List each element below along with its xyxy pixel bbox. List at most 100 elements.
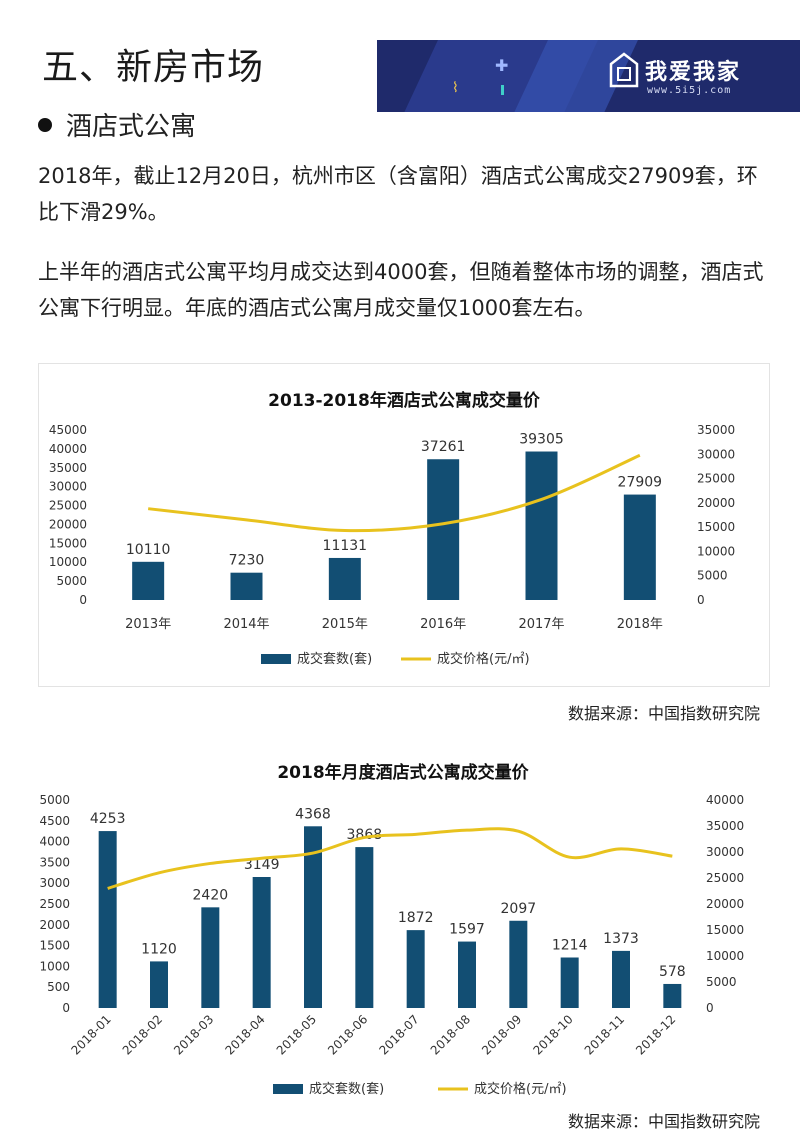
brand-name: 我爱我家 [645,60,742,85]
y-left-tick-label: 1500 [39,939,70,953]
legend-swatch [273,1084,303,1094]
bar [230,572,263,600]
x-tick-label: 2015年 [322,617,368,632]
legend-swatch [261,654,291,664]
y-left-tick-label: 4000 [39,835,70,849]
y-left-tick-label: 35000 [49,461,87,475]
data-label: 37261 [421,439,466,455]
x-tick-label: 2018-12 [633,1012,678,1057]
data-label: 4368 [295,806,331,822]
bar [98,831,117,1008]
data-label: 7230 [229,553,265,569]
data-label: 1214 [552,937,588,953]
bar [427,459,460,600]
y-left-tick-label: 2500 [39,897,70,911]
section-bullet: 酒店式公寓 [38,106,196,143]
x-tick-label: 2018-03 [171,1012,216,1057]
squiggle-decoration-icon: ⌇ [452,80,459,96]
x-tick-label: 2018-09 [479,1012,524,1057]
legend-label: 成交套数(套) [309,1081,384,1097]
dash-decoration [501,85,504,95]
data-label: 10110 [126,542,171,558]
y-right-tick-label: 20000 [697,496,735,510]
y-left-tick-label: 2000 [39,918,70,932]
y-left-tick-label: 15000 [49,536,87,550]
section-heading: 酒店式公寓 [66,112,197,142]
bar [560,957,579,1008]
monthly-chart-panel: 2018年月度酒店式公寓成交量价 0 500 1000 1500 2000 2500 300… [38,730,768,1102]
page-title: 五、新房市场 [42,47,265,88]
y-left-tick-label: 5000 [39,793,70,807]
source-note: 数据来源：中国指数研究院 [567,704,760,723]
bar [328,557,361,600]
x-tick-label: 2018-06 [325,1012,370,1057]
bar [623,494,656,600]
y-right-tick-label: 15000 [706,923,744,937]
x-tick-label: 2018-01 [68,1012,113,1057]
data-label: 2420 [193,887,229,903]
y-right-tick-label: 25000 [697,472,735,486]
y-right-tick-label: 20000 [706,897,744,911]
legend-label: 成交价格(元/㎡) [437,651,530,667]
y-left-tick-label: 10000 [49,555,87,569]
y-left-tick-label: 20000 [49,517,87,531]
bar [132,561,165,600]
bar [525,451,558,600]
y-left-tick-label: 4500 [39,814,70,828]
chart-title: 2018年月度酒店式公寓成交量价 [277,763,529,783]
data-label: 1872 [398,910,434,926]
y-right-tick-label: 5000 [706,975,737,989]
y-left-tick-label: 1000 [39,959,70,973]
data-label: 1597 [449,922,485,938]
source-note: 数据来源：中国指数研究院 [567,1112,760,1131]
chart-title: 2013-2018年酒店式公寓成交量价 [268,391,540,411]
price-line [107,827,673,890]
x-tick-label: 2018-10 [530,1012,575,1057]
y-left-tick-label: 5000 [56,574,87,588]
legend-label: 成交价格(元/㎡) [474,1081,567,1097]
y-left-tick-label: 45000 [49,423,87,437]
x-tick-label: 2018-11 [582,1012,627,1057]
house-logo-icon [609,52,639,88]
x-tick-label: 2013年 [125,617,171,632]
x-tick-label: 2018-05 [274,1012,319,1057]
y-right-tick-label: 10000 [706,949,744,963]
x-tick-label: 2017年 [518,617,564,632]
data-label: 4253 [90,811,126,827]
bullet-dot-icon [38,117,52,132]
monthly-chart: 0 500 1000 1500 2000 2500 3000 3500 4000 4500 5000… [39,793,744,1097]
y-left-tick-label: 40000 [49,442,87,456]
y-right-tick-label: 5000 [697,569,728,583]
y-left-tick-label: 25000 [49,499,87,513]
x-tick-label: 2018年 [617,617,663,632]
y-right-tick-label: 15000 [697,520,735,534]
legend-label: 成交套数(套) [297,651,372,667]
data-label: 39305 [519,432,564,448]
annual-chart: 0 5000 10000 15000 20000 25000 30000 35000 40000… [49,423,735,667]
y-right-tick-label: 0 [706,1001,714,1015]
y-right-tick-label: 30000 [697,447,735,461]
paragraph-2: 上半年的酒店式公寓平均月成交达到4000套，但随着整体市场的调整，酒店式公寓下行… [38,260,764,320]
bar [509,920,528,1008]
data-label: 2097 [501,901,537,917]
bar [304,826,322,1008]
bar [355,847,374,1008]
bar [252,877,271,1008]
bar [663,983,682,1008]
x-tick-label: 2018-02 [120,1012,165,1057]
data-label: 1120 [141,941,177,957]
data-label: 3149 [244,857,280,873]
y-left-tick-label: 500 [47,980,70,994]
y-right-tick-label: 10000 [697,544,735,558]
y-left-tick-label: 0 [62,1001,70,1015]
y-right-tick-label: 40000 [706,793,744,807]
y-right-tick-label: 30000 [706,845,744,859]
y-left-tick-label: 30000 [49,480,87,494]
data-label: 27909 [618,475,663,491]
bar [150,961,168,1008]
brand-url: www.5i5j.com [647,85,732,96]
brand-banner: ✚ ⌇ 我爱我家 www.5i5j.com [377,40,800,112]
x-tick-label: 2016年 [420,617,466,632]
paragraph-1: 2018年，截止12月20日，杭州市区（含富阳）酒店式公寓成交27909套，环比… [38,164,758,224]
x-tick-label: 2018-08 [428,1012,473,1057]
